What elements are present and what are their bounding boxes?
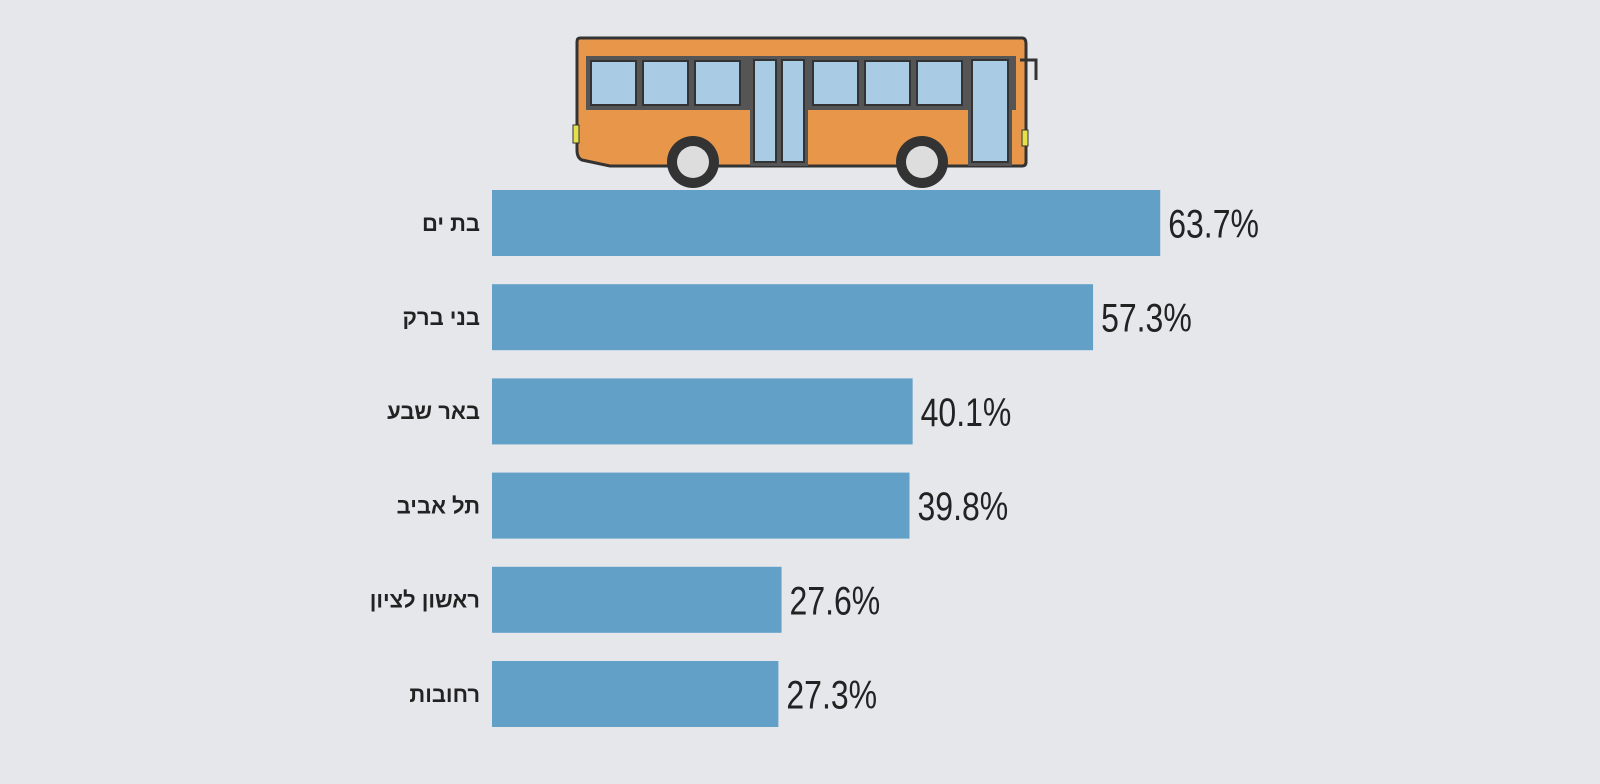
bus-illustration — [572, 36, 1038, 188]
category-label: רחובות — [409, 682, 480, 707]
bar — [492, 284, 1094, 351]
value-label: 57.3% — [1101, 295, 1192, 340]
category-label: בני ברק — [403, 305, 480, 330]
value-label: 63.7% — [1168, 201, 1259, 246]
bar — [492, 378, 913, 445]
category-label: תל אביב — [397, 493, 480, 518]
bar — [492, 190, 1161, 256]
value-label: 27.6% — [790, 578, 881, 623]
value-label: 40.1% — [921, 390, 1012, 435]
category-label: בת ים — [422, 211, 480, 236]
value-label: 27.3% — [786, 672, 877, 717]
value-label: 39.8% — [918, 484, 1009, 529]
bar — [492, 566, 782, 633]
bar — [492, 472, 910, 539]
category-label: ראשון לציון — [370, 588, 480, 613]
category-label: באר שבע — [387, 399, 480, 424]
bar — [492, 661, 779, 727]
